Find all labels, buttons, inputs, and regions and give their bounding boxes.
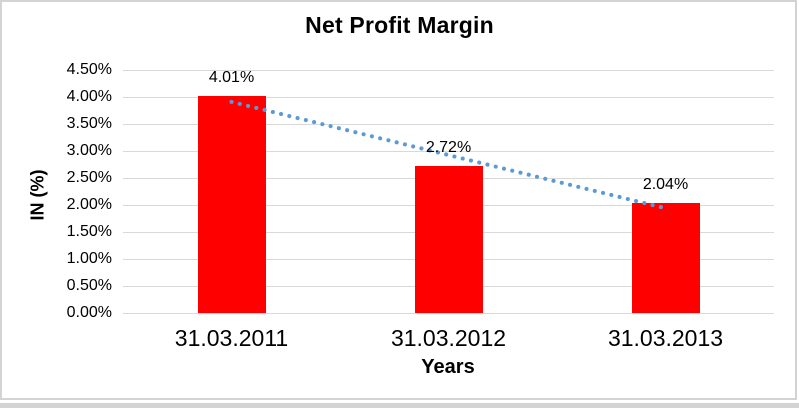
plot-area: 4.01% 2.72% 2.04%	[123, 69, 774, 314]
y-tick-label: 2.50%	[66, 169, 112, 186]
bar-31.03.2013	[631, 202, 700, 313]
bar-data-label: 4.01%	[208, 69, 255, 87]
y-tick-label: 4.50%	[66, 61, 112, 78]
gridline	[123, 96, 774, 98]
gridline	[123, 69, 774, 71]
y-tick-label: 3.00%	[66, 142, 112, 159]
trendline	[229, 99, 668, 211]
x-tick-label: 31.03.2011	[174, 325, 289, 351]
gridline	[123, 123, 774, 125]
bar-31.03.2011	[197, 96, 266, 313]
bar-data-label: 2.04%	[642, 175, 689, 193]
gridline	[123, 150, 774, 152]
chart-title: Net Profit Margin	[305, 12, 494, 38]
y-tick-label: 1.00%	[66, 250, 112, 267]
x-tick-label: 31.03.2013	[607, 325, 724, 351]
y-tick-label: 1.50%	[66, 223, 112, 240]
y-tick-label: 0.50%	[66, 277, 112, 294]
y-tick-label: 3.50%	[66, 115, 112, 132]
x-axis-title: Years	[421, 356, 475, 378]
x-tick-label: 31.03.2012	[390, 325, 507, 351]
gridline	[123, 312, 774, 314]
bar-31.03.2012	[414, 166, 483, 313]
y-tick-label: 0.00%	[66, 304, 112, 321]
y-tick-label: 4.00%	[66, 88, 112, 105]
window-bottom-edge	[0, 403, 799, 408]
bar-data-label: 2.72%	[425, 139, 472, 157]
y-tick-label: 2.00%	[66, 196, 112, 213]
